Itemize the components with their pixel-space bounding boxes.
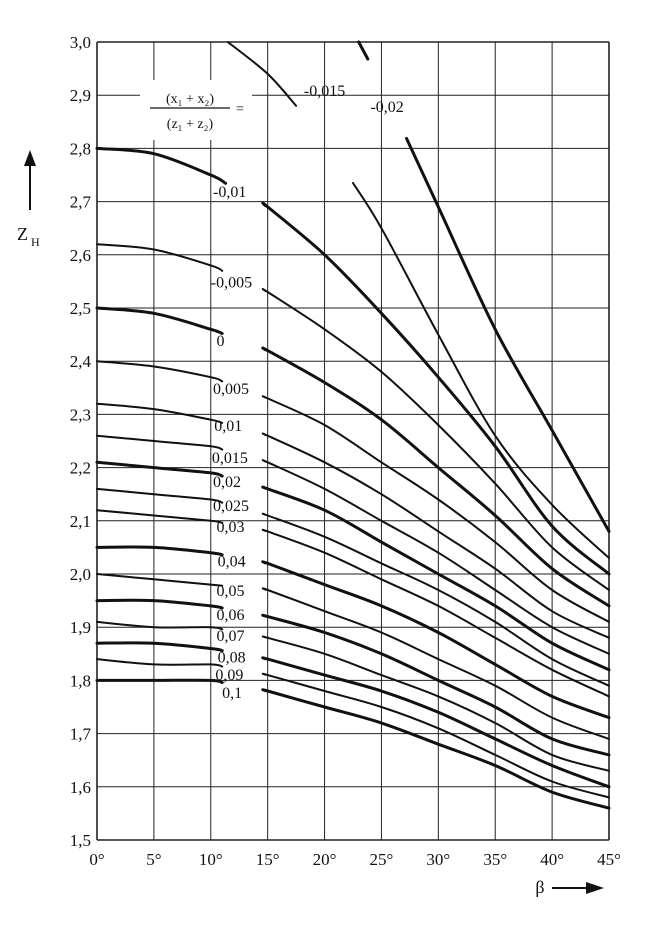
series-line-0-part-0	[357, 40, 370, 61]
x-tick-label: 0°	[89, 850, 104, 869]
series-line-15-part-0	[95, 641, 224, 653]
curve-label-7: 0,015	[212, 450, 248, 467]
y-axis-title-sub: H	[31, 235, 40, 249]
y-tick-label: 1,5	[70, 831, 91, 850]
series-line-7-part-0	[96, 434, 224, 451]
curve-label-14: 0,07	[216, 628, 244, 645]
series-curves	[95, 40, 611, 810]
series-line-5-part-0	[96, 360, 224, 383]
series-line-12-part-0	[96, 573, 224, 587]
y-tick-label: 2,5	[70, 299, 91, 318]
y-tick-label: 2,6	[70, 246, 91, 265]
series-line-4-part-0	[95, 306, 224, 335]
series-line-16-part-1	[261, 672, 610, 799]
series-line-9-part-1	[261, 512, 610, 687]
y-tick-label: 1,7	[70, 725, 92, 744]
y-axis-arrow-head	[24, 150, 36, 166]
series-line-13-part-1	[261, 613, 611, 757]
curve-label-8: 0,02	[213, 474, 241, 491]
series-line-11-part-0	[95, 545, 224, 557]
curve-label-4: 0	[216, 333, 224, 350]
x-tick-label: 25°	[370, 850, 394, 869]
series-line-10-part-1	[261, 528, 610, 698]
legend-formula: (x₁ + x₂) (z₁ + z₂) =	[140, 80, 252, 140]
series-line-8-part-0	[95, 460, 224, 478]
series-line-1-part-1	[352, 182, 610, 559]
series-line-8-part-1	[261, 485, 611, 672]
legend-formula-numerator: (x₁ + x₂)	[166, 92, 214, 107]
x-tick-label: 35°	[483, 850, 507, 869]
series-line-2-part-1	[261, 201, 611, 576]
series-line-0-part-1	[405, 136, 611, 533]
y-tick-label: 2,0	[70, 565, 91, 584]
series-line-13-part-0	[95, 598, 224, 610]
y-tick-label: 1,9	[70, 618, 91, 637]
series-line-7-part-1	[261, 459, 610, 655]
series-line-9-part-0	[96, 487, 224, 504]
series-line-15-part-1	[261, 656, 611, 789]
curve-label-12: 0,05	[216, 583, 244, 600]
curve-label-5: 0,005	[213, 381, 249, 398]
x-axis-arrow-head	[586, 882, 604, 894]
series-line-3-part-0	[96, 243, 224, 272]
x-tick-label: 20°	[313, 850, 337, 869]
series-line-6-part-1	[261, 432, 610, 639]
series-line-10-part-0	[96, 509, 224, 524]
y-tick-label: 2,7	[70, 193, 92, 212]
y-tick-label: 3,0	[70, 33, 91, 52]
legend-formula-denominator: (z₁ + z₂)	[167, 117, 214, 132]
curve-label-6: 0,01	[214, 418, 242, 435]
series-line-14-part-1	[261, 635, 610, 772]
curve-label-0: -0,02	[370, 99, 403, 116]
x-tick-label: 15°	[256, 850, 280, 869]
curve-label-16: 0,09	[215, 667, 243, 684]
y-tick-label: 1,6	[70, 778, 91, 797]
x-tick-label: 40°	[540, 850, 564, 869]
x-tick-label: 10°	[199, 850, 223, 869]
y-tick-label: 2,8	[70, 139, 91, 158]
series-line-17-part-1	[261, 688, 611, 810]
series-line-17-part-0	[95, 678, 224, 684]
series-line-16-part-0	[96, 658, 224, 668]
y-axis-title-main: Z	[17, 224, 28, 244]
series-line-5-part-1	[261, 395, 610, 623]
series-line-2-part-0	[95, 146, 228, 185]
legend-formula-bg	[140, 80, 252, 140]
curve-label-10: 0,03	[216, 519, 244, 536]
y-tick-label: 2,1	[70, 512, 91, 531]
curve-label-1: -0,015	[304, 83, 345, 100]
x-tick-label: 45°	[597, 850, 621, 869]
legend-formula-equals: =	[236, 102, 244, 117]
y-tick-label: 2,2	[70, 459, 91, 478]
curve-label-9: 0,025	[213, 498, 249, 515]
series-line-1-part-0	[226, 41, 298, 107]
curve-label-2: -0,01	[213, 184, 246, 201]
y-tick-label: 2,4	[70, 352, 92, 371]
x-tick-label: 30°	[426, 850, 450, 869]
y-tick-label: 2,9	[70, 86, 91, 105]
series-line-4-part-1	[261, 346, 611, 608]
curve-label-17: 0,1	[222, 685, 242, 702]
curve-labels: -0,02 -0,015 -0,01 -0,005 0 0,005 0,01 0,015 0,0…	[211, 83, 404, 702]
y-tick-label: 2,3	[70, 405, 91, 424]
x-axis-title: β	[535, 877, 604, 897]
series-line-6-part-0	[96, 402, 224, 424]
curve-label-11: 0,04	[218, 554, 246, 571]
x-axis-title-text: β	[535, 877, 544, 897]
tick-labels: 1,5 1,6 1,7 1,8 1,9 2,0 2,1 2,2 2,3 2,4 2,5 2,6 2,7 2…	[70, 33, 621, 869]
series-line-14-part-0	[96, 620, 224, 631]
y-tick-label: 1,8	[70, 671, 91, 690]
curve-label-13: 0,06	[216, 607, 244, 624]
x-tick-label: 5°	[146, 850, 161, 869]
series-line-12-part-1	[261, 587, 610, 740]
y-axis-title: Z H	[17, 150, 40, 249]
series-line-11-part-1	[261, 560, 611, 720]
series-line-3-part-1	[261, 287, 610, 591]
curve-label-15: 0,08	[218, 649, 246, 666]
curve-label-3: -0,005	[211, 274, 252, 291]
